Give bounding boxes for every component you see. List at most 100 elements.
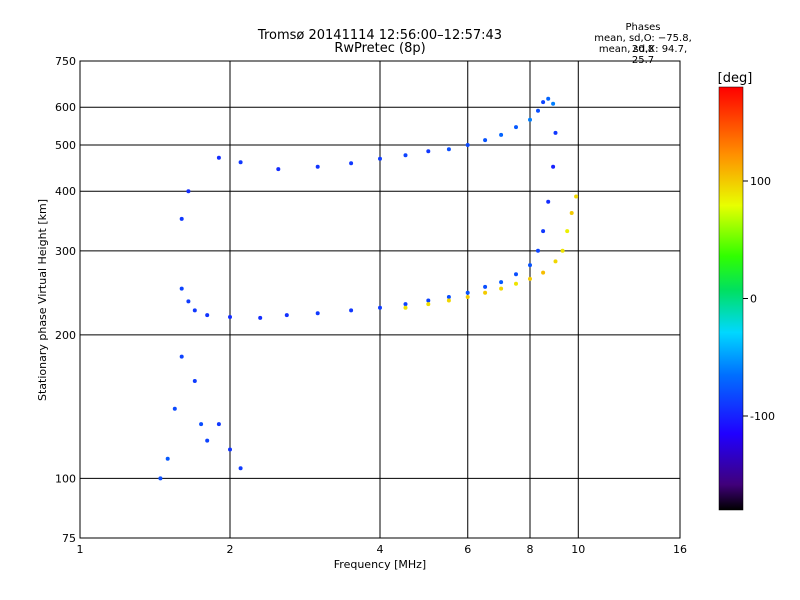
data-point <box>378 156 382 161</box>
data-point <box>426 298 431 303</box>
data-point <box>192 308 197 313</box>
phases-heading: Phases <box>625 22 661 33</box>
data-point <box>541 100 546 105</box>
data-point <box>426 302 431 307</box>
data-point <box>216 422 221 427</box>
y-tick-label: 75 <box>62 532 76 545</box>
data-point <box>499 286 504 291</box>
x-tick-label: 2 <box>227 543 234 556</box>
data-point <box>205 438 210 443</box>
data-point <box>228 447 232 452</box>
data-point <box>403 302 408 307</box>
x-tick-label: 10 <box>571 543 585 556</box>
data-point <box>528 263 532 268</box>
x-tick-label: 8 <box>527 543 534 556</box>
y-tick-label: 200 <box>55 329 76 342</box>
data-point <box>546 96 551 101</box>
x-axis-ticks: 1 2 4 6 8 10 16 <box>77 543 688 556</box>
data-point <box>560 248 565 253</box>
y-axis-label: Stationary phase Virtual Height [km] <box>36 199 49 401</box>
data-point <box>541 270 546 275</box>
x-tick-label: 1 <box>77 543 84 556</box>
data-point <box>499 280 504 285</box>
y-tick-label: 750 <box>55 55 76 68</box>
plot-frame <box>79 60 681 539</box>
data-point <box>284 313 289 318</box>
data-point <box>349 308 354 313</box>
x-tick-label: 4 <box>377 543 384 556</box>
chart-subtitle: RwPretec (8p) <box>334 41 426 56</box>
colorbar <box>718 86 744 511</box>
data-point <box>199 422 204 427</box>
data-point <box>528 117 532 122</box>
colorbar-tick-label: 0 <box>750 293 757 306</box>
data-point <box>446 298 451 303</box>
data-point <box>276 167 281 172</box>
x-axis-label: Frequency [MHz] <box>334 558 426 571</box>
y-axis-ticks: 75 100 200 300 400 500 600 750 <box>55 55 76 545</box>
data-point <box>228 315 232 319</box>
data-point <box>216 155 221 160</box>
data-point <box>465 295 470 299</box>
data-point <box>403 153 408 158</box>
y-tick-label: 100 <box>55 472 76 485</box>
data-point <box>553 259 558 264</box>
data-point <box>349 161 354 166</box>
data-point <box>378 305 382 310</box>
x-tick-label: 6 <box>464 543 471 556</box>
data-point <box>179 354 184 359</box>
data-point <box>446 295 451 299</box>
y-tick-label: 300 <box>55 245 76 258</box>
data-point <box>446 147 451 152</box>
data-point <box>499 132 504 137</box>
data-point <box>483 284 488 289</box>
colorbar-ticks: 100 0 -100 <box>743 175 775 423</box>
data-point <box>192 379 197 383</box>
data-point <box>426 149 431 154</box>
data-point <box>238 160 243 165</box>
data-point <box>238 466 243 471</box>
data-point <box>483 290 488 295</box>
data-point <box>465 143 470 147</box>
data-point <box>536 108 540 113</box>
data-point <box>536 248 540 253</box>
data-point <box>186 189 191 194</box>
phase-o-stats: mean, sd,O: −75.8, 20.8 <box>594 33 692 55</box>
data-point <box>569 211 574 215</box>
chart-title: Tromsø 20141114 12:56:00–12:57:43 <box>257 28 503 43</box>
y-tick-label: 500 <box>55 139 76 152</box>
data-point <box>172 406 177 411</box>
colorbar-tick-label: -100 <box>750 410 775 423</box>
data-point <box>528 276 532 281</box>
data-point <box>546 199 551 204</box>
data-point <box>186 299 191 304</box>
y-tick-label: 400 <box>55 185 76 198</box>
data-point <box>315 311 320 316</box>
data-point <box>179 286 184 291</box>
data-point <box>179 216 184 221</box>
data-point <box>565 229 570 234</box>
data-point <box>258 315 263 320</box>
data-point <box>403 305 408 310</box>
data-point <box>315 164 320 169</box>
data-point <box>514 272 518 277</box>
data-point <box>551 101 556 106</box>
data-point <box>165 456 170 461</box>
colorbar-label: [deg] <box>718 71 753 86</box>
data-point <box>514 125 518 130</box>
x-tick-label: 16 <box>673 543 687 556</box>
data-point <box>541 229 546 234</box>
data-point <box>514 281 518 286</box>
y-tick-label: 600 <box>55 101 76 114</box>
colorbar-tick-label: 100 <box>750 175 771 188</box>
data-point <box>551 164 556 169</box>
data-point <box>483 138 488 143</box>
data-point <box>205 313 210 318</box>
data-point <box>158 476 163 481</box>
data-points <box>158 96 579 481</box>
data-point <box>574 194 579 199</box>
data-point <box>465 290 470 295</box>
chart-grid <box>80 61 680 538</box>
data-point <box>553 130 558 135</box>
